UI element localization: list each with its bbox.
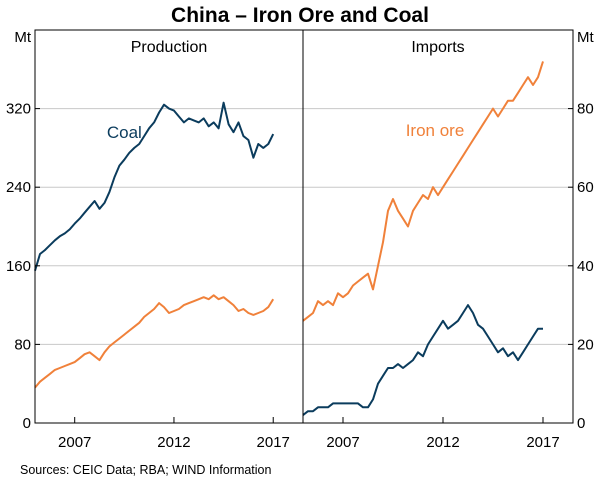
panel-title: Imports [411, 39, 464, 56]
x-tick-label: 2007 [58, 434, 91, 451]
y-tick-label: 240 [6, 179, 31, 196]
x-tick-label: 2012 [157, 434, 190, 451]
x-tick-label: 2007 [326, 434, 359, 451]
series-line-coal [302, 304, 543, 416]
y-tick-label: 160 [6, 258, 31, 275]
x-tick-label: 2017 [257, 434, 290, 451]
series-line-iron-ore [34, 294, 275, 389]
chart-title: China – Iron Ore and Coal [171, 4, 429, 27]
y-tick-label: 20 [577, 336, 594, 353]
x-tick-label: 2017 [526, 434, 559, 451]
y-tick-label: 0 [577, 415, 585, 432]
y-tick-label: 80 [14, 336, 31, 353]
series-label-iron-ore: Iron ore [406, 121, 465, 140]
source-note: Sources: CEIC Data; RBA; WIND Informatio… [20, 463, 272, 477]
plot-area: Coal Iron ore Production Mt 0 80 160 240 320 2007… [6, 29, 595, 451]
y-unit-left: Mt [14, 29, 31, 46]
series-line-coal [34, 101, 275, 271]
y-tick-label: 80 [577, 101, 594, 118]
y-tick-label: 40 [577, 258, 594, 275]
panel-title: Production [131, 39, 208, 56]
series-line-iron-ore [302, 61, 544, 322]
y-tick-label: 320 [6, 101, 31, 118]
series-label-coal: Coal [107, 123, 142, 142]
plot-frame [34, 29, 574, 424]
x-tick-label: 2012 [426, 434, 459, 451]
y-unit-right: Mt [577, 29, 594, 46]
y-tick-label: 0 [23, 415, 31, 432]
y-tick-label: 60 [577, 179, 594, 196]
